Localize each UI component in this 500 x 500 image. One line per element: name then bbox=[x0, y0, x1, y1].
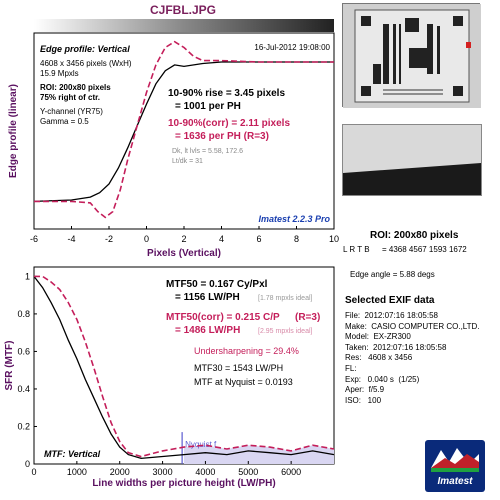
y-tick-label: 0.6 bbox=[17, 346, 30, 356]
edge-profile-ylabel: Edge profile (linear) bbox=[8, 84, 19, 178]
x-tick-label: -4 bbox=[67, 234, 75, 244]
edge-profile-xlabel: Pixels (Vertical) bbox=[147, 248, 221, 259]
edge-crop-image bbox=[342, 124, 482, 196]
x-tick-label: 2 bbox=[181, 234, 186, 244]
y-tick-label: 0.2 bbox=[17, 421, 30, 431]
exif-title: Selected EXIF data bbox=[345, 295, 435, 306]
roi-title: ROI: 200x80 pixels bbox=[370, 230, 459, 241]
window-title: CJFBL.JPG bbox=[150, 3, 217, 17]
mtf50-corr-lwph: = 1486 LW/PH bbox=[175, 325, 240, 336]
x-tick-label: 8 bbox=[294, 234, 299, 244]
exif-row: Exp: 0.040 s (1/25) bbox=[345, 374, 420, 384]
roi-position-label: 75% right of ctr. bbox=[40, 93, 100, 102]
roi-lrtb-values: = 4368 4567 1593 1672 bbox=[382, 245, 467, 254]
edge-profile-series-0 bbox=[33, 61, 334, 203]
mtf-ylabel: SFR (MTF) bbox=[4, 341, 15, 391]
target-thumbnail bbox=[342, 3, 481, 108]
logo-text: Imatest bbox=[437, 476, 473, 487]
exif-row: ISO: 100 bbox=[345, 395, 382, 405]
x-tick-label: 1000 bbox=[67, 467, 87, 477]
gamma-label: Gamma = 0.5 bbox=[40, 117, 89, 126]
x-tick-label: 3000 bbox=[153, 467, 173, 477]
mtf-layer: 0 1000 2000 3000 4000 5000 6000 0 0.2 0.4 0.6 0.8 1 N… bbox=[4, 271, 335, 489]
y-tick-label: 0.4 bbox=[17, 384, 30, 394]
mtf-series-1 bbox=[34, 275, 335, 458]
y-tick-label: 0.8 bbox=[17, 309, 30, 319]
x-tick-label: 5000 bbox=[238, 467, 258, 477]
exif-row: Res: 4608 x 3456 bbox=[345, 353, 413, 363]
megapixel-label: 15.9 Mpxls bbox=[40, 69, 79, 78]
mtf-title: MTF: Vertical bbox=[44, 449, 101, 459]
edge-gradient-bar bbox=[34, 19, 334, 32]
edge-angle: Edge angle = 5.88 degs bbox=[350, 270, 435, 279]
channel-label: Y-channel (YR75) bbox=[40, 107, 103, 116]
nyquist-label: Nyquist f bbox=[185, 440, 217, 449]
mtf50-lwph: = 1156 LW/PH bbox=[175, 292, 240, 303]
y-tick-label: 1 bbox=[25, 271, 30, 281]
edge-profile-date: 16-Jul-2012 19:08:00 bbox=[254, 43, 330, 52]
exif-list: File: 2012:07:16 18:05:58 Make: CASIO COM… bbox=[345, 311, 480, 406]
mtf-nyquist-result: MTF at Nyquist = 0.0193 bbox=[194, 377, 293, 387]
mtf50-result: MTF50 = 0.167 Cy/Pxl bbox=[166, 279, 268, 290]
edge-profile-series-1 bbox=[34, 40, 334, 219]
x-tick-label: 10 bbox=[329, 234, 339, 244]
x-tick-label: 4 bbox=[219, 234, 224, 244]
exif-row: Model: EX-ZR300 bbox=[345, 332, 411, 342]
mtf-series-0 bbox=[33, 276, 335, 460]
image-size-label: 4608 x 3456 pixels (WxH) bbox=[40, 59, 132, 68]
exif-row: Make: CASIO COMPUTER CO.,LTD. bbox=[345, 321, 480, 331]
light-dark-ratio: Lt/dk = 31 bbox=[172, 158, 203, 165]
roi-size-label: ROI: 200x80 pixels bbox=[40, 83, 111, 92]
mtf50-corr-radius: (R=3) bbox=[295, 312, 320, 323]
mtf-xlabel: Line widths per picture height (LW/PH) bbox=[92, 478, 275, 489]
x-tick-label: -2 bbox=[105, 234, 113, 244]
version-label: Imatest 2.2.3 Pro bbox=[258, 214, 330, 224]
x-tick-label: 0 bbox=[144, 234, 149, 244]
mtf50-ideal: [1.78 mpxls ideal] bbox=[258, 295, 313, 302]
y-tick-label: 0 bbox=[25, 459, 30, 469]
x-tick-label: -6 bbox=[30, 234, 38, 244]
imatest-logo: Imatest bbox=[425, 440, 485, 492]
mtf50-corr-result: MTF50(corr) = 0.215 C/P bbox=[166, 312, 280, 323]
roi-lrtb-label: L R T B bbox=[343, 245, 370, 254]
rise-corr-per-ph: = 1636 per PH (R=3) bbox=[175, 131, 269, 142]
dark-light-levels: Dk, lt lvls = 5.58, 172.6 bbox=[172, 148, 243, 155]
undersharpening-result: Undersharpening = 29.4% bbox=[194, 346, 299, 356]
x-tick-label: 0 bbox=[31, 467, 36, 477]
x-tick-label: 4000 bbox=[195, 467, 215, 477]
rise-corr-result: 10-90%(corr) = 2.11 pixels bbox=[168, 118, 290, 129]
rise-result: 10-90% rise = 3.45 pixels bbox=[168, 88, 285, 99]
x-tick-label: 6 bbox=[256, 234, 261, 244]
exif-row: FL: bbox=[345, 363, 357, 373]
x-tick-label: 2000 bbox=[110, 467, 130, 477]
mtf50-corr-ideal: [2.95 mpxls ideal] bbox=[258, 328, 313, 335]
exif-row: Aper: f/5.9 bbox=[345, 385, 385, 395]
edge-profile-layer: -6 -4 -2 0 2 4 6 8 10 Edge profile: Vertical 16-Ju… bbox=[8, 40, 339, 259]
rise-per-ph: = 1001 per PH bbox=[175, 101, 241, 112]
edge-profile-title: Edge profile: Vertical bbox=[40, 44, 130, 54]
x-tick-label: 6000 bbox=[281, 467, 301, 477]
mtf30-result: MTF30 = 1543 LW/PH bbox=[194, 363, 283, 373]
exif-row: Taken: 2012:07:16 18:05:58 bbox=[345, 342, 447, 352]
exif-row: File: 2012:07:16 18:05:58 bbox=[345, 311, 438, 320]
